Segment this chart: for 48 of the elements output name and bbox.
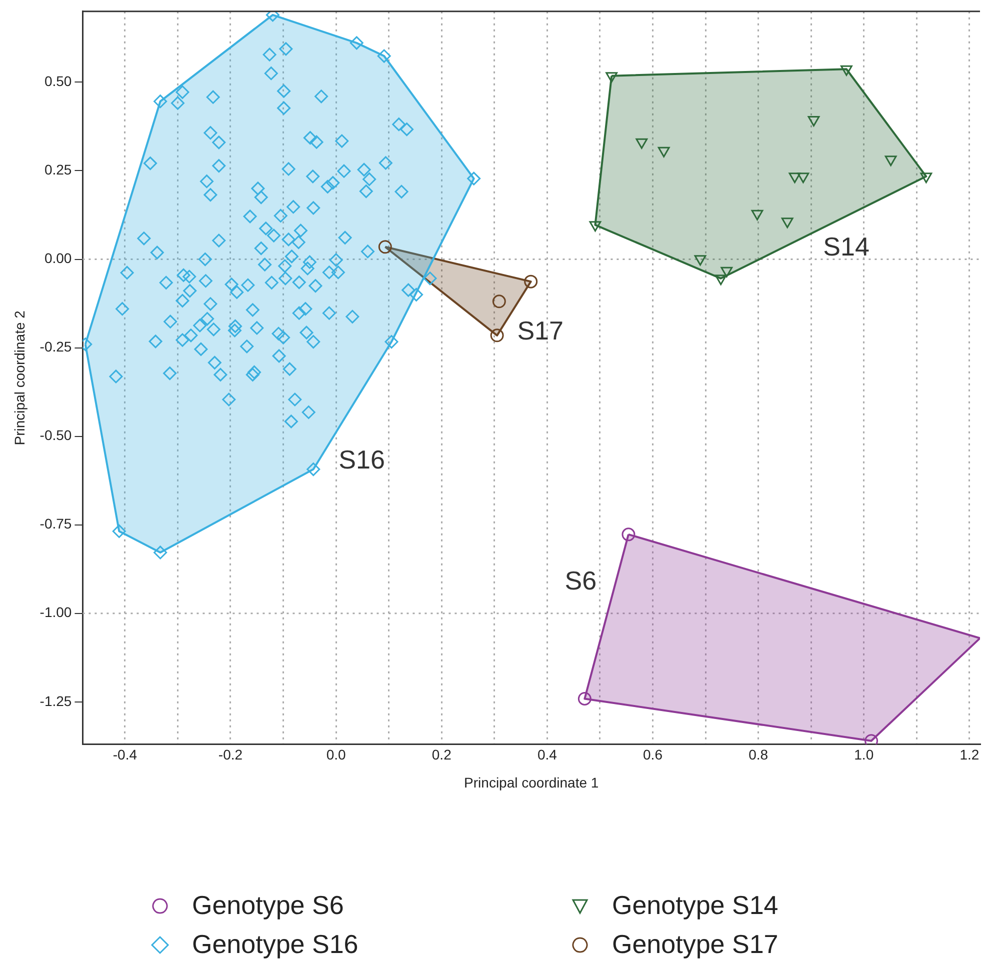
point <box>840 65 852 76</box>
point <box>378 240 392 254</box>
point <box>788 172 801 184</box>
y-tick-label: -0.75 <box>40 516 72 532</box>
point <box>884 156 897 166</box>
legend-label: Genotype S6 <box>192 890 344 921</box>
x-tick-label: -0.4 <box>112 746 138 763</box>
point <box>492 294 506 308</box>
annotation: S14 <box>823 231 870 262</box>
x-tick-label: 0.0 <box>326 746 346 763</box>
x-axis-title: Principal coordinate 1 <box>464 774 599 790</box>
x-tick-label: 0.4 <box>537 746 558 763</box>
point <box>490 328 504 342</box>
x-tick-label: 0.2 <box>432 746 452 763</box>
x-tick-label: -0.2 <box>218 746 243 763</box>
point <box>720 266 733 278</box>
annotation: S17 <box>517 316 564 346</box>
point <box>808 116 820 127</box>
y-tick-label: -0.25 <box>40 338 72 355</box>
legend-label: Genotype S14 <box>612 890 778 921</box>
point <box>751 210 764 220</box>
point <box>781 218 794 228</box>
y-tick-label: 0.00 <box>44 250 72 266</box>
point <box>622 528 636 542</box>
point <box>694 255 706 266</box>
x-tick-label: 0.6 <box>643 746 663 763</box>
point <box>920 172 932 184</box>
y-tick-label: 0.25 <box>44 162 72 178</box>
x-tick-label: 0.8 <box>748 746 768 763</box>
y-axis-title: Principal coordinate 2 <box>11 310 28 446</box>
point <box>714 274 727 286</box>
point <box>606 72 618 83</box>
y-tick-label: 0.50 <box>44 73 72 90</box>
point <box>578 692 592 706</box>
point <box>636 138 648 149</box>
point <box>524 274 538 288</box>
x-tick-label: 1.0 <box>854 746 874 763</box>
y-tick-label: -1.25 <box>40 692 72 709</box>
point <box>589 221 602 232</box>
y-tick-label: -1.00 <box>40 604 72 620</box>
legend-label: Genotype S17 <box>612 929 778 960</box>
point <box>797 172 810 184</box>
annotation: S16 <box>338 444 385 475</box>
point <box>658 146 670 158</box>
x-tick-label: 1.2 <box>960 746 980 763</box>
y-tick-label: -0.50 <box>40 427 72 444</box>
legend-label: Genotype S16 <box>192 929 358 960</box>
annotation: S6 <box>564 566 597 596</box>
